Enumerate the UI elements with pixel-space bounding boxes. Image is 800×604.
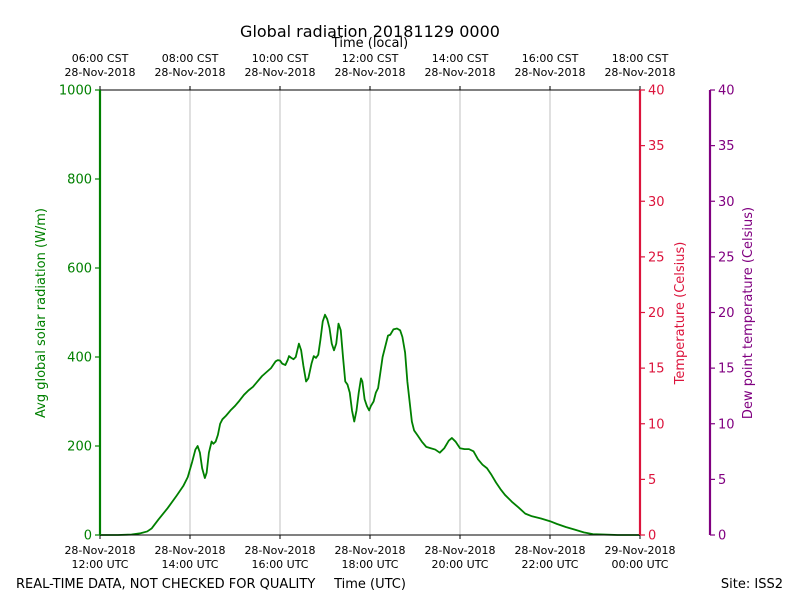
top-tick-label-date: 28-Nov-2018 bbox=[64, 66, 135, 79]
series-line-0 bbox=[100, 313, 640, 536]
series-layer bbox=[100, 313, 640, 536]
temperature-tick-label: 25 bbox=[648, 250, 665, 265]
top-tick-label-time: 06:00 CST bbox=[72, 52, 129, 65]
top-tick-label-time: 08:00 CST bbox=[162, 52, 219, 65]
x-tick-label-date: 28-Nov-2018 bbox=[514, 544, 585, 557]
x-tick-label-time: 16:00 UTC bbox=[251, 558, 308, 571]
top-tick-label-time: 12:00 CST bbox=[342, 52, 399, 65]
temperature-tick-label: 5 bbox=[648, 473, 656, 488]
radiation-tick-label: 600 bbox=[67, 262, 92, 277]
dewpoint-tick-label: 25 bbox=[718, 250, 735, 265]
x-tick-label-time: 22:00 UTC bbox=[521, 558, 578, 571]
x-tick-label-date: 28-Nov-2018 bbox=[154, 544, 225, 557]
top-tick-label-time: 10:00 CST bbox=[252, 52, 309, 65]
x-tick-label-date: 28-Nov-2018 bbox=[424, 544, 495, 557]
x-tick-label-date: 28-Nov-2018 bbox=[64, 544, 135, 557]
temperature-tick-label: 15 bbox=[648, 362, 665, 377]
y-axis-label-temperature: Temperature (Celsius) bbox=[673, 242, 688, 386]
x-tick-label-time: 18:00 UTC bbox=[341, 558, 398, 571]
x-tick-label-time: 14:00 UTC bbox=[161, 558, 218, 571]
y-axis-label-dewpoint: Dew point temperature (Celsius) bbox=[741, 207, 756, 419]
x-axis-label: Time (UTC) bbox=[333, 577, 406, 592]
top-tick-label-date: 28-Nov-2018 bbox=[424, 66, 495, 79]
dewpoint-tick-label: 10 bbox=[718, 417, 735, 432]
top-tick-label-time: 16:00 CST bbox=[522, 52, 579, 65]
top-tick-label-date: 28-Nov-2018 bbox=[244, 66, 315, 79]
dewpoint-tick-label: 0 bbox=[718, 529, 726, 544]
top-tick-label-date: 28-Nov-2018 bbox=[334, 66, 405, 79]
x-tick-label-date: 28-Nov-2018 bbox=[334, 544, 405, 557]
temperature-tick-label: 0 bbox=[648, 529, 656, 544]
temperature-tick-label: 40 bbox=[648, 84, 665, 99]
quality-note: REAL-TIME DATA, NOT CHECKED FOR QUALITY bbox=[16, 577, 315, 592]
temperature-tick-label: 20 bbox=[648, 306, 665, 321]
x-tick-label-time: 20:00 UTC bbox=[431, 558, 488, 571]
temperature-tick-label: 35 bbox=[648, 139, 665, 154]
top-tick-label-date: 28-Nov-2018 bbox=[154, 66, 225, 79]
temperature-tick-label: 10 bbox=[648, 417, 665, 432]
radiation-tick-label: 400 bbox=[67, 351, 92, 366]
grid-layer bbox=[189, 90, 551, 535]
radiation-tick-label: 1000 bbox=[59, 84, 92, 99]
y-axis-label-radiation: Avg global solar radiation (W/m) bbox=[34, 208, 49, 418]
top-tick-label-date: 28-Nov-2018 bbox=[514, 66, 585, 79]
dewpoint-tick-label: 20 bbox=[718, 306, 735, 321]
radiation-tick-label: 200 bbox=[67, 440, 92, 455]
dewpoint-tick-label: 35 bbox=[718, 139, 735, 154]
temperature-tick-label: 30 bbox=[648, 195, 665, 210]
x-tick-label-date: 29-Nov-2018 bbox=[604, 544, 675, 557]
top-tick-label-time: 14:00 CST bbox=[432, 52, 489, 65]
site-label: Site: ISS2 bbox=[721, 577, 783, 592]
dewpoint-tick-label: 5 bbox=[718, 473, 726, 488]
top-tick-label-time: 18:00 CST bbox=[612, 52, 669, 65]
chart-title: Global radiation 20181129 0000 bbox=[240, 22, 500, 41]
dewpoint-tick-label: 30 bbox=[718, 195, 735, 210]
top-tick-label-date: 28-Nov-2018 bbox=[604, 66, 675, 79]
x-tick-label-date: 28-Nov-2018 bbox=[244, 544, 315, 557]
dewpoint-tick-label: 40 bbox=[718, 84, 735, 99]
dewpoint-tick-label: 15 bbox=[718, 362, 735, 377]
x-tick-label-time: 00:00 UTC bbox=[611, 558, 668, 571]
top-axis-label: Time (local) bbox=[331, 36, 408, 51]
radiation-tick-label: 800 bbox=[67, 173, 92, 188]
radiation-tick-label: 0 bbox=[84, 529, 92, 544]
x-tick-label-time: 12:00 UTC bbox=[71, 558, 128, 571]
